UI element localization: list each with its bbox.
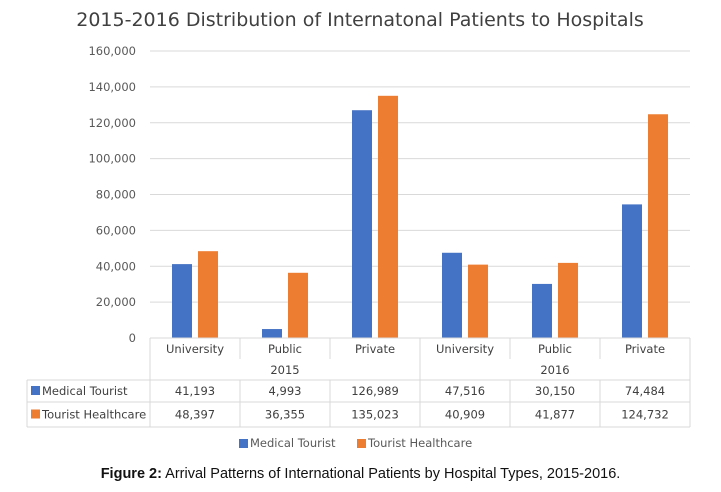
y-tick-label: 120,000: [88, 116, 136, 130]
data-label: 126,989: [351, 384, 399, 398]
table-legend-key: [31, 409, 40, 419]
table-series-label: Tourist Healthcare: [41, 408, 146, 422]
bar-tourist-healthcare: [648, 114, 668, 338]
bar-medical-tourist: [442, 252, 462, 338]
data-label: 41,193: [175, 384, 215, 398]
y-tick-label: 80,000: [96, 188, 136, 202]
y-tick-label: 100,000: [88, 152, 136, 166]
bar-medical-tourist: [532, 283, 552, 338]
x-category-label: Private: [355, 342, 395, 356]
caption-prefix: Figure 2:: [100, 466, 162, 482]
bar-tourist-healthcare: [198, 251, 218, 338]
bar-medical-tourist: [352, 110, 372, 339]
data-label: 41,877: [535, 408, 575, 422]
y-tick-label: 60,000: [96, 223, 136, 237]
chart: 2015-2016 Distribution of Internatonal P…: [26, 9, 691, 450]
legend-label: Medical Tourist: [250, 436, 336, 450]
bar-tourist-healthcare: [288, 272, 308, 338]
caption-text: Arrival Patterns of International Patien…: [161, 466, 621, 482]
data-label: 135,023: [351, 408, 399, 422]
data-label: 4,993: [269, 384, 302, 398]
legend-label: Tourist Healthcare: [367, 436, 472, 450]
legend-key: [239, 439, 248, 448]
y-tick-label: 140,000: [88, 80, 136, 94]
bar-tourist-healthcare: [558, 262, 578, 338]
x-group-label: 2015: [270, 363, 299, 377]
x-category-label: Public: [268, 342, 302, 356]
x-category-label: University: [436, 342, 494, 356]
bar-medical-tourist: [172, 264, 192, 338]
x-category-label: University: [166, 342, 224, 356]
data-label: 47,516: [445, 384, 485, 398]
y-tick-label: 160,000: [88, 44, 136, 58]
y-tick-label: 0: [129, 331, 136, 345]
bar-medical-tourist: [622, 204, 642, 338]
data-label: 40,909: [445, 408, 485, 422]
data-label: 30,150: [535, 384, 575, 398]
bar-tourist-healthcare: [468, 264, 488, 338]
x-category-label: Private: [625, 342, 665, 356]
data-label: 48,397: [175, 408, 215, 422]
y-tick-label: 40,000: [96, 259, 136, 273]
table-series-label: Medical Tourist: [42, 384, 128, 398]
legend-key: [357, 439, 366, 448]
x-group-label: 2016: [540, 363, 569, 377]
table-legend-key: [31, 386, 40, 395]
x-category-label: Public: [538, 342, 572, 356]
data-label: 124,732: [621, 408, 669, 422]
y-tick-label: 20,000: [96, 295, 136, 309]
figure-caption: Figure 2: Arrival Patterns of Internatio…: [0, 466, 721, 482]
data-label: 74,484: [625, 384, 665, 398]
bar-tourist-healthcare: [378, 95, 398, 338]
chart-title: 2015-2016 Distribution of Internatonal P…: [76, 9, 644, 31]
data-label: 36,355: [265, 408, 305, 422]
bar-medical-tourist: [262, 329, 282, 338]
